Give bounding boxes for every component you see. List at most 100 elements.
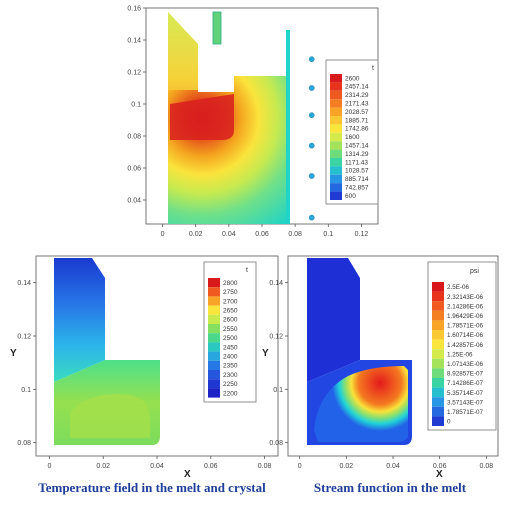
legend-entry-label: 2600	[223, 317, 238, 324]
top-temperature-chart: 0 0.02 0.04 0.06 0.08 0.1 0.12 0.04 0.06 0.08 0.1…	[127, 6, 379, 238]
x-tick-label: 0.04	[222, 231, 236, 238]
y-tick-label: 0.1	[131, 102, 141, 109]
legend-entry-label: 600	[345, 193, 356, 200]
crystal-region	[54, 258, 105, 382]
legend-entry-label: 1.96429E-06	[447, 313, 484, 320]
x-tick-label: 0.06	[433, 463, 447, 470]
legend-swatch	[432, 368, 444, 378]
probe-marker	[308, 56, 315, 63]
x-axis-label: X	[436, 469, 443, 480]
legend-swatch	[208, 324, 220, 334]
legend-swatch	[432, 330, 444, 340]
legend-swatch	[208, 278, 220, 288]
probe-marker	[308, 214, 315, 221]
y-tick-label: 0.08	[127, 134, 141, 141]
legend-swatch	[208, 333, 220, 343]
y-tick-label: 0.08	[269, 440, 283, 447]
heater-strip	[212, 11, 222, 45]
legend-swatch	[432, 291, 444, 302]
legend-swatch	[208, 296, 220, 306]
legend-swatch	[208, 287, 220, 297]
legend-swatch	[208, 388, 220, 398]
y-axis-label: Y	[10, 348, 17, 359]
legend-entry-label: 2028.57	[345, 109, 369, 116]
legend-entry-label: 1.78571E-07	[447, 409, 484, 416]
y-axis-label: Y	[262, 348, 269, 359]
hot-core	[170, 94, 234, 140]
legend-swatch	[208, 379, 220, 389]
legend-swatch	[208, 360, 220, 370]
x-tick-label: 0.02	[189, 231, 203, 238]
y-tick-label: 0.1	[273, 387, 283, 394]
y-tick-label: 0.14	[17, 280, 31, 287]
legend-swatch	[208, 370, 220, 380]
legend-swatch	[330, 116, 342, 125]
legend-entry-label: 2700	[223, 298, 238, 305]
temperature-melt-crystal-chart: Y X 0 0.02 0.04 0.06 0.08 0.080.10.120.14 t …	[10, 255, 279, 480]
legend-swatch	[432, 358, 444, 369]
legend-swatch	[330, 166, 342, 175]
legend-swatch	[432, 349, 444, 359]
x-tick-label: 0.08	[480, 463, 494, 470]
legend-swatch	[208, 351, 220, 361]
legend-entry-label: 885.714	[345, 176, 369, 183]
legend-swatch	[330, 174, 342, 184]
legend-title: t	[372, 65, 374, 72]
x-tick-label: 0.04	[150, 463, 164, 470]
y-tick-label: 0.14	[127, 38, 141, 45]
legend-entry-label: 1742.86	[345, 126, 369, 133]
legend-swatch	[330, 183, 342, 192]
legend-entry-label: 8.92857E-07	[447, 371, 484, 378]
y-tick-label: 0.1	[21, 387, 31, 394]
legend-swatch	[432, 301, 444, 311]
y-tick-label: 0.12	[17, 334, 31, 341]
y-tick-label: 0.06	[127, 166, 141, 173]
legend-swatch	[330, 158, 342, 167]
legend-entry-label: 1.25E-06	[447, 351, 473, 358]
legend-entry-label: 1600	[345, 134, 360, 141]
legend-entry-label: 2500	[223, 335, 238, 342]
legend-swatch	[330, 107, 342, 116]
legend-entry-label: 1457.14	[345, 143, 369, 150]
legend-swatch	[432, 387, 444, 398]
probe-marker	[308, 112, 315, 119]
legend-title: psi	[470, 268, 479, 275]
legend-swatch	[432, 416, 444, 426]
legend-entry-label: 1.60714E-06	[447, 332, 484, 339]
legend-entry-label: 1885.71	[345, 117, 369, 124]
legend-entry-label: 2200	[223, 390, 238, 397]
x-tick-label: 0.02	[96, 463, 110, 470]
legend-entry-label: 1.42857E-06	[447, 342, 484, 349]
x-tick-label: 0.06	[204, 463, 218, 470]
x-tick-label: 0.06	[255, 231, 269, 238]
legend-entry-label: 2.14286E-06	[447, 303, 484, 310]
legend-entry-label: 2350	[223, 363, 238, 370]
stream-vortex	[314, 366, 408, 442]
probe-marker	[308, 142, 315, 149]
probe-marker	[308, 173, 315, 179]
legend-swatch	[330, 124, 342, 133]
stream-function-chart: Y X 0 0.02 0.04 0.06 0.08 0.08 0.1 0.12 0.14 ps…	[262, 255, 499, 480]
probe-marker	[308, 85, 315, 91]
legend-swatch	[432, 339, 444, 350]
legend-swatch	[330, 82, 342, 91]
legend-title: t	[246, 267, 248, 274]
caption-temperature: Temperature field in the melt and crysta…	[38, 480, 266, 495]
legend-entry-label: 2450	[223, 344, 238, 351]
legend-entry-label: 5.35714E-07	[447, 390, 484, 397]
legend-entry-label: 2171.43	[345, 101, 369, 108]
legend-swatch	[432, 282, 444, 292]
x-axis-label: X	[184, 469, 191, 480]
legend-swatch	[330, 90, 342, 100]
legend-entry-label: 742.857	[345, 185, 369, 192]
y-tick-label: 0.16	[127, 6, 141, 13]
legend-entry-label: 3.57143E-07	[447, 399, 484, 406]
legend-swatch	[208, 314, 220, 324]
y-tick-label: 0.12	[127, 70, 141, 77]
legend-entry-label: 2650	[223, 308, 238, 315]
crystal-region	[307, 258, 360, 382]
legend-entry-label: 2.32143E-06	[447, 294, 484, 301]
right-wall	[286, 30, 290, 224]
legend-entry-label: 2457.14	[345, 84, 369, 91]
